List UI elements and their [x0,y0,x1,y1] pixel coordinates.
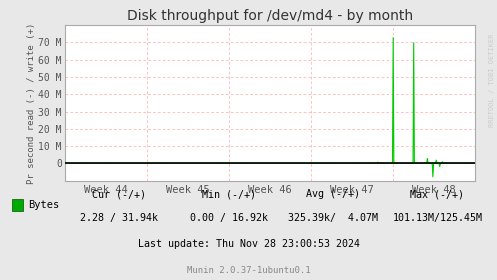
Title: Disk throughput for /dev/md4 - by month: Disk throughput for /dev/md4 - by month [127,9,413,23]
Text: Avg (-/+): Avg (-/+) [306,189,360,199]
Text: Cur (-/+): Cur (-/+) [92,189,146,199]
Text: 101.13M/125.45M: 101.13M/125.45M [392,213,483,223]
Text: Munin 2.0.37-1ubuntu0.1: Munin 2.0.37-1ubuntu0.1 [187,266,310,275]
Text: Max (-/+): Max (-/+) [411,189,464,199]
Bar [12,199,23,211]
Text: 2.28 / 31.94k: 2.28 / 31.94k [81,213,158,223]
Text: Last update: Thu Nov 28 23:00:53 2024: Last update: Thu Nov 28 23:00:53 2024 [138,239,359,249]
Text: 0.00 / 16.92k: 0.00 / 16.92k [190,213,267,223]
Text: RRDTOOL / TOBI OETIKER: RRDTOOL / TOBI OETIKER [489,34,495,127]
Text: Min (-/+): Min (-/+) [202,189,255,199]
Text: Bytes: Bytes [28,200,60,210]
Text: 325.39k/  4.07M: 325.39k/ 4.07M [288,213,378,223]
Y-axis label: Pr second read (-) / write (+): Pr second read (-) / write (+) [26,22,36,183]
